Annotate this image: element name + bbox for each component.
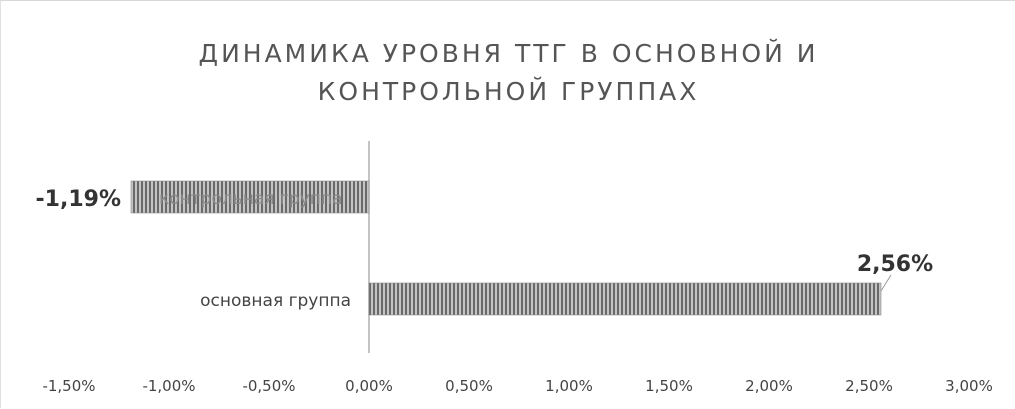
- x-tick-label: 2,00%: [745, 377, 793, 395]
- category-label: основная группа: [200, 291, 351, 311]
- x-tick-label: -1,50%: [42, 377, 95, 395]
- bar-control-group: [130, 180, 370, 214]
- data-label: -1,19%: [36, 187, 121, 212]
- x-tick-label: -1,00%: [142, 377, 195, 395]
- chart-title-line-1: ДИНАМИКА УРОВНЯ ТТГ В ОСНОВНОЙ И: [198, 39, 819, 68]
- x-tick-label: 0,00%: [345, 377, 393, 395]
- data-label: 2,56%: [857, 252, 933, 277]
- category-label: контрольная группа: [159, 189, 342, 209]
- x-tick-label: 3,00%: [945, 377, 993, 395]
- data-label-leader-line: [880, 274, 892, 292]
- x-tick-label: 2,50%: [845, 377, 893, 395]
- chart-title-line-2: КОНТРОЛЬНОЙ ГРУППАХ: [317, 77, 700, 106]
- x-tick-label: -0,50%: [242, 377, 295, 395]
- x-tick-label: 1,50%: [645, 377, 693, 395]
- bar-main-group: [368, 282, 882, 316]
- x-tick-label: 1,00%: [545, 377, 593, 395]
- chart-title: ДИНАМИКА УРОВНЯ ТТГ В ОСНОВНОЙ И КОНТРОЛ…: [1, 35, 1015, 111]
- x-tick-label: 0,50%: [445, 377, 493, 395]
